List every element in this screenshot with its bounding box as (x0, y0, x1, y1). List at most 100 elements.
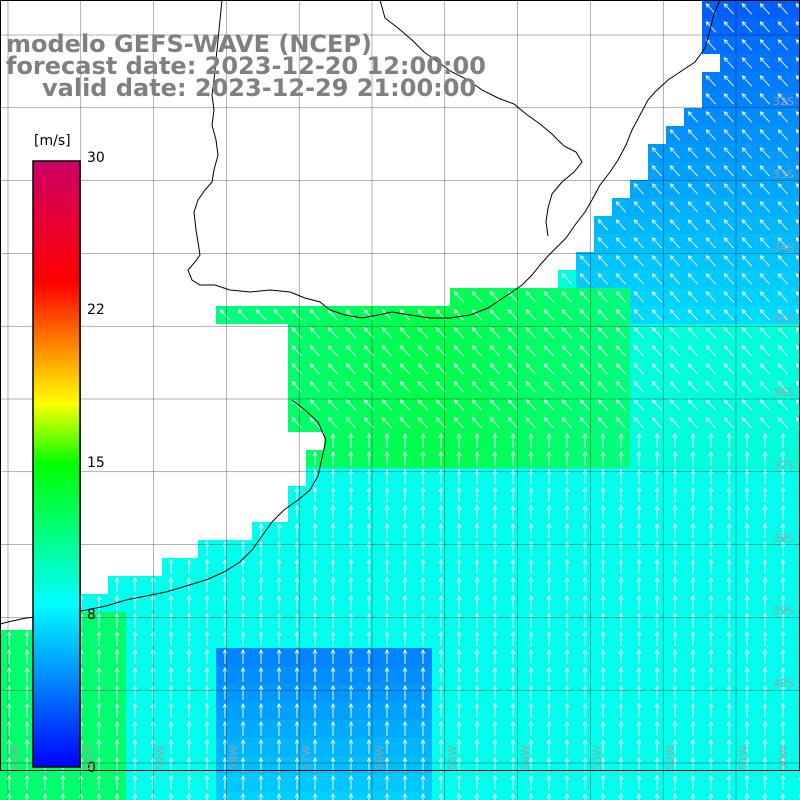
wind-arrow (690, 451, 696, 467)
speed-cell (792, 324, 800, 342)
wind-arrow (420, 505, 426, 521)
wind-arrow (420, 613, 426, 629)
wind-arrow (114, 757, 120, 773)
wind-arrow (705, 381, 716, 393)
wind-arrow (777, 57, 788, 69)
wind-arrow (132, 649, 138, 665)
wind-arrow (492, 559, 498, 575)
wind-arrow (489, 309, 500, 321)
wind-arrow (795, 399, 800, 405)
wind-arrow (525, 309, 536, 321)
wind-arrow (438, 793, 444, 800)
wind-arrow (633, 381, 644, 393)
wind-arrow (456, 649, 462, 665)
wind-arrow (726, 487, 732, 503)
wind-arrow (795, 345, 800, 351)
wind-arrow (258, 559, 264, 575)
wind-arrow (24, 667, 30, 683)
wind-arrow (402, 523, 408, 539)
wind-arrow (600, 613, 606, 629)
wind-arrow (618, 505, 624, 521)
wind-arrow (114, 631, 120, 647)
wind-arrow (651, 291, 662, 303)
wind-arrow (507, 363, 518, 375)
wind-arrow (438, 721, 444, 737)
wind-arrow (240, 577, 246, 593)
wind-arrow (345, 363, 356, 375)
speed-cell (792, 36, 800, 54)
wind-arrow (24, 793, 30, 800)
wind-arrow (579, 291, 590, 303)
wind-arrow (276, 577, 282, 593)
wind-arrow (528, 433, 534, 449)
wind-arrow (327, 417, 338, 429)
wind-arrow (687, 219, 698, 231)
wind-arrow (741, 57, 752, 69)
wind-arrow (453, 399, 464, 411)
wind-arrow (600, 793, 606, 800)
wind-arrow (438, 523, 444, 539)
wind-arrow (651, 417, 662, 429)
wind-arrow (651, 255, 662, 267)
wind-arrow (672, 433, 678, 449)
wind-arrow (777, 309, 788, 321)
wind-arrow (294, 613, 300, 629)
wind-arrow (744, 505, 750, 521)
wind-arrow (399, 363, 410, 375)
wind-arrow (741, 309, 752, 321)
wind-arrow (633, 327, 644, 339)
wind-arrow (456, 541, 462, 557)
wind-arrow (690, 577, 696, 593)
wind-arrow (294, 595, 300, 611)
wind-arrow (654, 577, 660, 593)
wind-arrow (381, 345, 392, 357)
wind-arrow (240, 541, 246, 557)
wind-arrow (474, 667, 480, 683)
wind-arrow (366, 721, 372, 737)
wind-arrow (384, 793, 390, 800)
wind-arrow (453, 291, 464, 303)
lat-label: 36S (773, 386, 794, 399)
wind-arrow (186, 631, 192, 647)
wind-arrow (330, 505, 336, 521)
wind-arrow (510, 667, 516, 683)
wind-arrow (150, 685, 156, 701)
wind-arrow (795, 327, 800, 333)
wind-arrow (294, 559, 300, 575)
wind-arrow (132, 613, 138, 629)
wind-arrow (294, 577, 300, 593)
wind-arrow (348, 505, 354, 521)
wind-arrow (762, 613, 768, 629)
wind-arrow (546, 775, 552, 791)
wind-arrow (741, 417, 752, 429)
wind-arrow (546, 649, 552, 665)
wind-arrow (525, 345, 536, 357)
wind-arrow (543, 291, 554, 303)
wind-arrow (690, 793, 696, 800)
wind-arrow (420, 541, 426, 557)
wind-arrow (762, 631, 768, 647)
wind-arrow (384, 433, 390, 449)
wind-arrow (384, 541, 390, 557)
wind-arrow (240, 613, 246, 629)
wind-arrow (420, 775, 426, 791)
wind-arrow (795, 273, 800, 279)
wind-arrow (618, 595, 624, 611)
wind-arrow (525, 399, 536, 411)
wind-arrow (402, 685, 408, 701)
wind-arrow (492, 685, 498, 701)
wind-arrow (723, 165, 734, 177)
wind-arrow (294, 667, 300, 683)
wind-arrow (654, 487, 660, 503)
lat-label: 40S (773, 677, 794, 690)
wind-arrow (705, 183, 716, 195)
wind-arrow (687, 417, 698, 429)
wind-arrow (690, 667, 696, 683)
wind-arrow (507, 417, 518, 429)
wind-arrow (726, 595, 732, 611)
colorbar-unit: [m/s] (34, 133, 71, 149)
wind-arrow (564, 721, 570, 737)
wind-arrow (636, 541, 642, 557)
wind-arrow (762, 451, 768, 467)
wind-arrow (489, 381, 500, 393)
